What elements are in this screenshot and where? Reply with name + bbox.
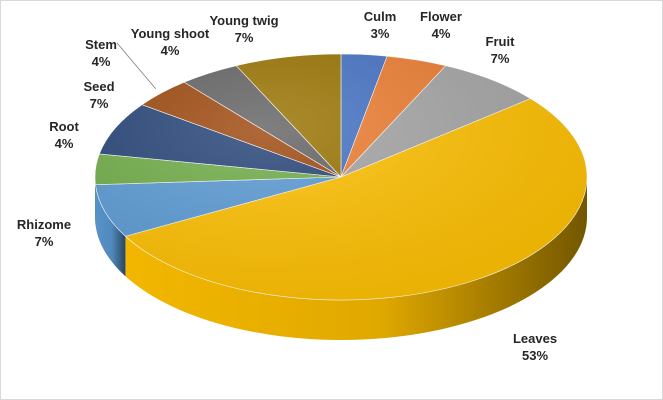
data-label-seed: Seed 7% (83, 79, 114, 111)
leader-line-stem (116, 42, 157, 90)
data-label-percent: 7% (491, 51, 510, 66)
data-label-percent: 4% (55, 136, 74, 151)
data-label-category: Seed (83, 79, 114, 94)
data-label-percent: 4% (161, 43, 180, 58)
data-label-stem: Stem 4% (85, 37, 117, 69)
pie-labels: Culm 3%Flower 4%Fruit 7%Leaves 53%Rhizome 7%R… (17, 9, 557, 363)
data-label-category: Culm (364, 9, 397, 24)
data-label-percent: 53% (522, 348, 548, 363)
pie-side-shade-leaves (125, 177, 588, 341)
data-label-category: Leaves (513, 331, 557, 346)
data-label-category: Stem (85, 37, 117, 52)
data-label-percent: 4% (92, 54, 111, 69)
data-label-percent: 4% (432, 26, 451, 41)
data-label-percent: 7% (35, 234, 54, 249)
data-label-category: Young twig (209, 13, 278, 28)
data-label-percent: 7% (235, 30, 254, 45)
pie-tops (94, 53, 588, 301)
pie-side-shade-rhizome (95, 184, 126, 277)
data-label-culm: Culm 3% (364, 9, 397, 41)
data-label-percent: 3% (371, 26, 390, 41)
data-label-category: Root (49, 119, 79, 134)
data-label-category: Young shoot (131, 26, 210, 41)
pie-top-highlight (95, 54, 587, 300)
data-label-category: Flower (420, 9, 462, 24)
data-label-fruit: Fruit 7% (486, 34, 516, 66)
data-label-root: Root 4% (49, 119, 79, 151)
pie-sides (95, 177, 588, 341)
data-label-young-shoot: Young shoot 4% (131, 26, 210, 58)
data-label-category: Fruit (486, 34, 516, 49)
data-label-leaves: Leaves 53% (513, 331, 557, 363)
data-label-young-twig: Young twig 7% (209, 13, 278, 45)
data-label-category: Rhizome (17, 217, 71, 232)
data-label-percent: 7% (90, 96, 109, 111)
data-label-flower: Flower 4% (420, 9, 462, 41)
data-label-rhizome: Rhizome 7% (17, 217, 71, 249)
